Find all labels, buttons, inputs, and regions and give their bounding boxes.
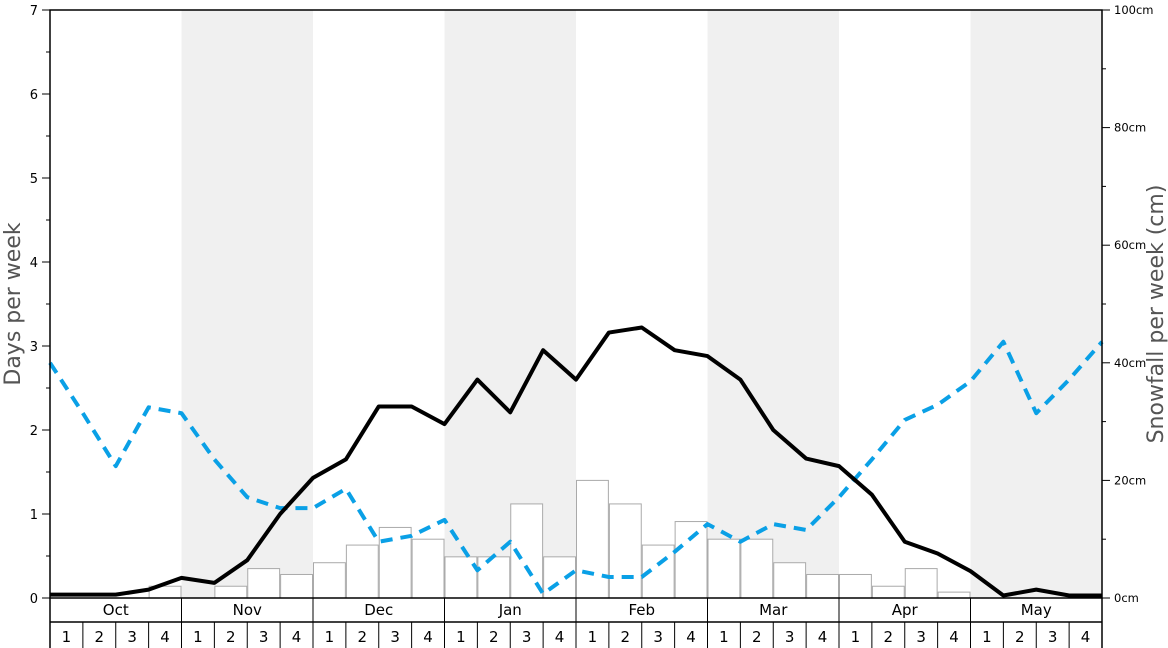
week-label: 3: [259, 628, 269, 646]
right-tick-label: 60cm: [1114, 238, 1146, 252]
right-tick-label: 20cm: [1114, 473, 1146, 487]
week-label: 1: [193, 628, 203, 646]
week-label: 4: [555, 628, 565, 646]
snowfall-bar: [608, 503, 642, 599]
week-label: 1: [62, 628, 72, 646]
week-label: 2: [95, 628, 105, 646]
week-label: 3: [785, 628, 795, 646]
left-tick-label: 7: [30, 4, 38, 19]
week-label: 1: [982, 628, 992, 646]
week-label: 2: [489, 628, 499, 646]
week-label: 3: [522, 628, 532, 646]
week-label: 4: [1081, 628, 1091, 646]
snowfall-bar: [871, 585, 905, 599]
left-tick-label: 3: [30, 340, 38, 355]
week-label: 4: [949, 628, 959, 646]
right-tick-label: 0cm: [1114, 591, 1139, 605]
month-label: Apr: [892, 601, 919, 619]
month-shade-band: [181, 10, 313, 598]
month-label: Oct: [103, 601, 129, 619]
snowfall-bar: [576, 479, 609, 599]
week-label: 3: [1048, 628, 1058, 646]
week-label: 2: [884, 628, 894, 646]
month-label: Mar: [759, 601, 788, 619]
snowfall-bar: [280, 573, 313, 599]
week-label: 2: [226, 628, 236, 646]
week-label: 3: [916, 628, 926, 646]
month-label: Feb: [628, 601, 655, 619]
snowfall-bar: [839, 573, 872, 599]
month-shade-band: [970, 10, 1102, 598]
snowfall-bar: [411, 538, 445, 599]
month-label: Dec: [364, 601, 393, 619]
left-tick-label: 6: [30, 88, 38, 103]
snowfall-bar: [740, 538, 774, 599]
dashed-series-line: [48, 339, 1104, 596]
solid-series-line: [50, 325, 1102, 598]
left-tick-label: 1: [30, 508, 38, 523]
month-shade-band: [444, 10, 576, 598]
left-tick-label: 4: [30, 256, 38, 271]
week-label: 3: [653, 628, 663, 646]
week-label: 4: [292, 628, 302, 646]
month-label: May: [1021, 601, 1052, 619]
left-tick-label: 2: [30, 424, 38, 439]
snowfall-bar: [313, 562, 346, 599]
week-label: 1: [719, 628, 729, 646]
week-label: 1: [325, 628, 335, 646]
snowfall-bar: [345, 544, 379, 599]
week-label: 4: [160, 628, 170, 646]
snowfall-bar: [247, 568, 281, 599]
week-label: 2: [752, 628, 762, 646]
month-shade-band: [707, 10, 839, 598]
week-label: 1: [588, 628, 598, 646]
week-label: 2: [1015, 628, 1025, 646]
week-label: 4: [818, 628, 828, 646]
right-axis-title: Snowfall per week (cm): [1144, 185, 1168, 444]
snowfall-bar: [806, 573, 839, 599]
week-label: 3: [127, 628, 137, 646]
week-label: 4: [686, 628, 696, 646]
snowfall-bar: [904, 568, 938, 599]
snowfall-bar: [707, 538, 741, 599]
snowfall-bar: [543, 556, 576, 599]
week-label: 4: [423, 628, 433, 646]
left-tick-label: 0: [30, 592, 38, 607]
snowfall-bar: [214, 585, 248, 599]
snowfall-bar: [937, 591, 971, 599]
snowfall-bar: [674, 521, 708, 599]
left-tick-label: 5: [30, 172, 38, 187]
snowfall-bar: [444, 556, 478, 599]
week-label: 1: [456, 628, 466, 646]
week-label: 2: [358, 628, 368, 646]
snowfall-bar: [773, 562, 807, 599]
month-label: Nov: [233, 601, 262, 619]
left-axis-title: Days per week: [1, 222, 26, 385]
right-tick-label: 40cm: [1114, 356, 1146, 370]
week-label: 1: [851, 628, 861, 646]
snowfall-bar: [477, 556, 511, 599]
month-label: Jan: [498, 601, 522, 619]
right-tick-label: 80cm: [1114, 121, 1146, 135]
week-label: 3: [390, 628, 400, 646]
week-label: 2: [621, 628, 631, 646]
right-tick-label: 100cm: [1114, 3, 1153, 17]
